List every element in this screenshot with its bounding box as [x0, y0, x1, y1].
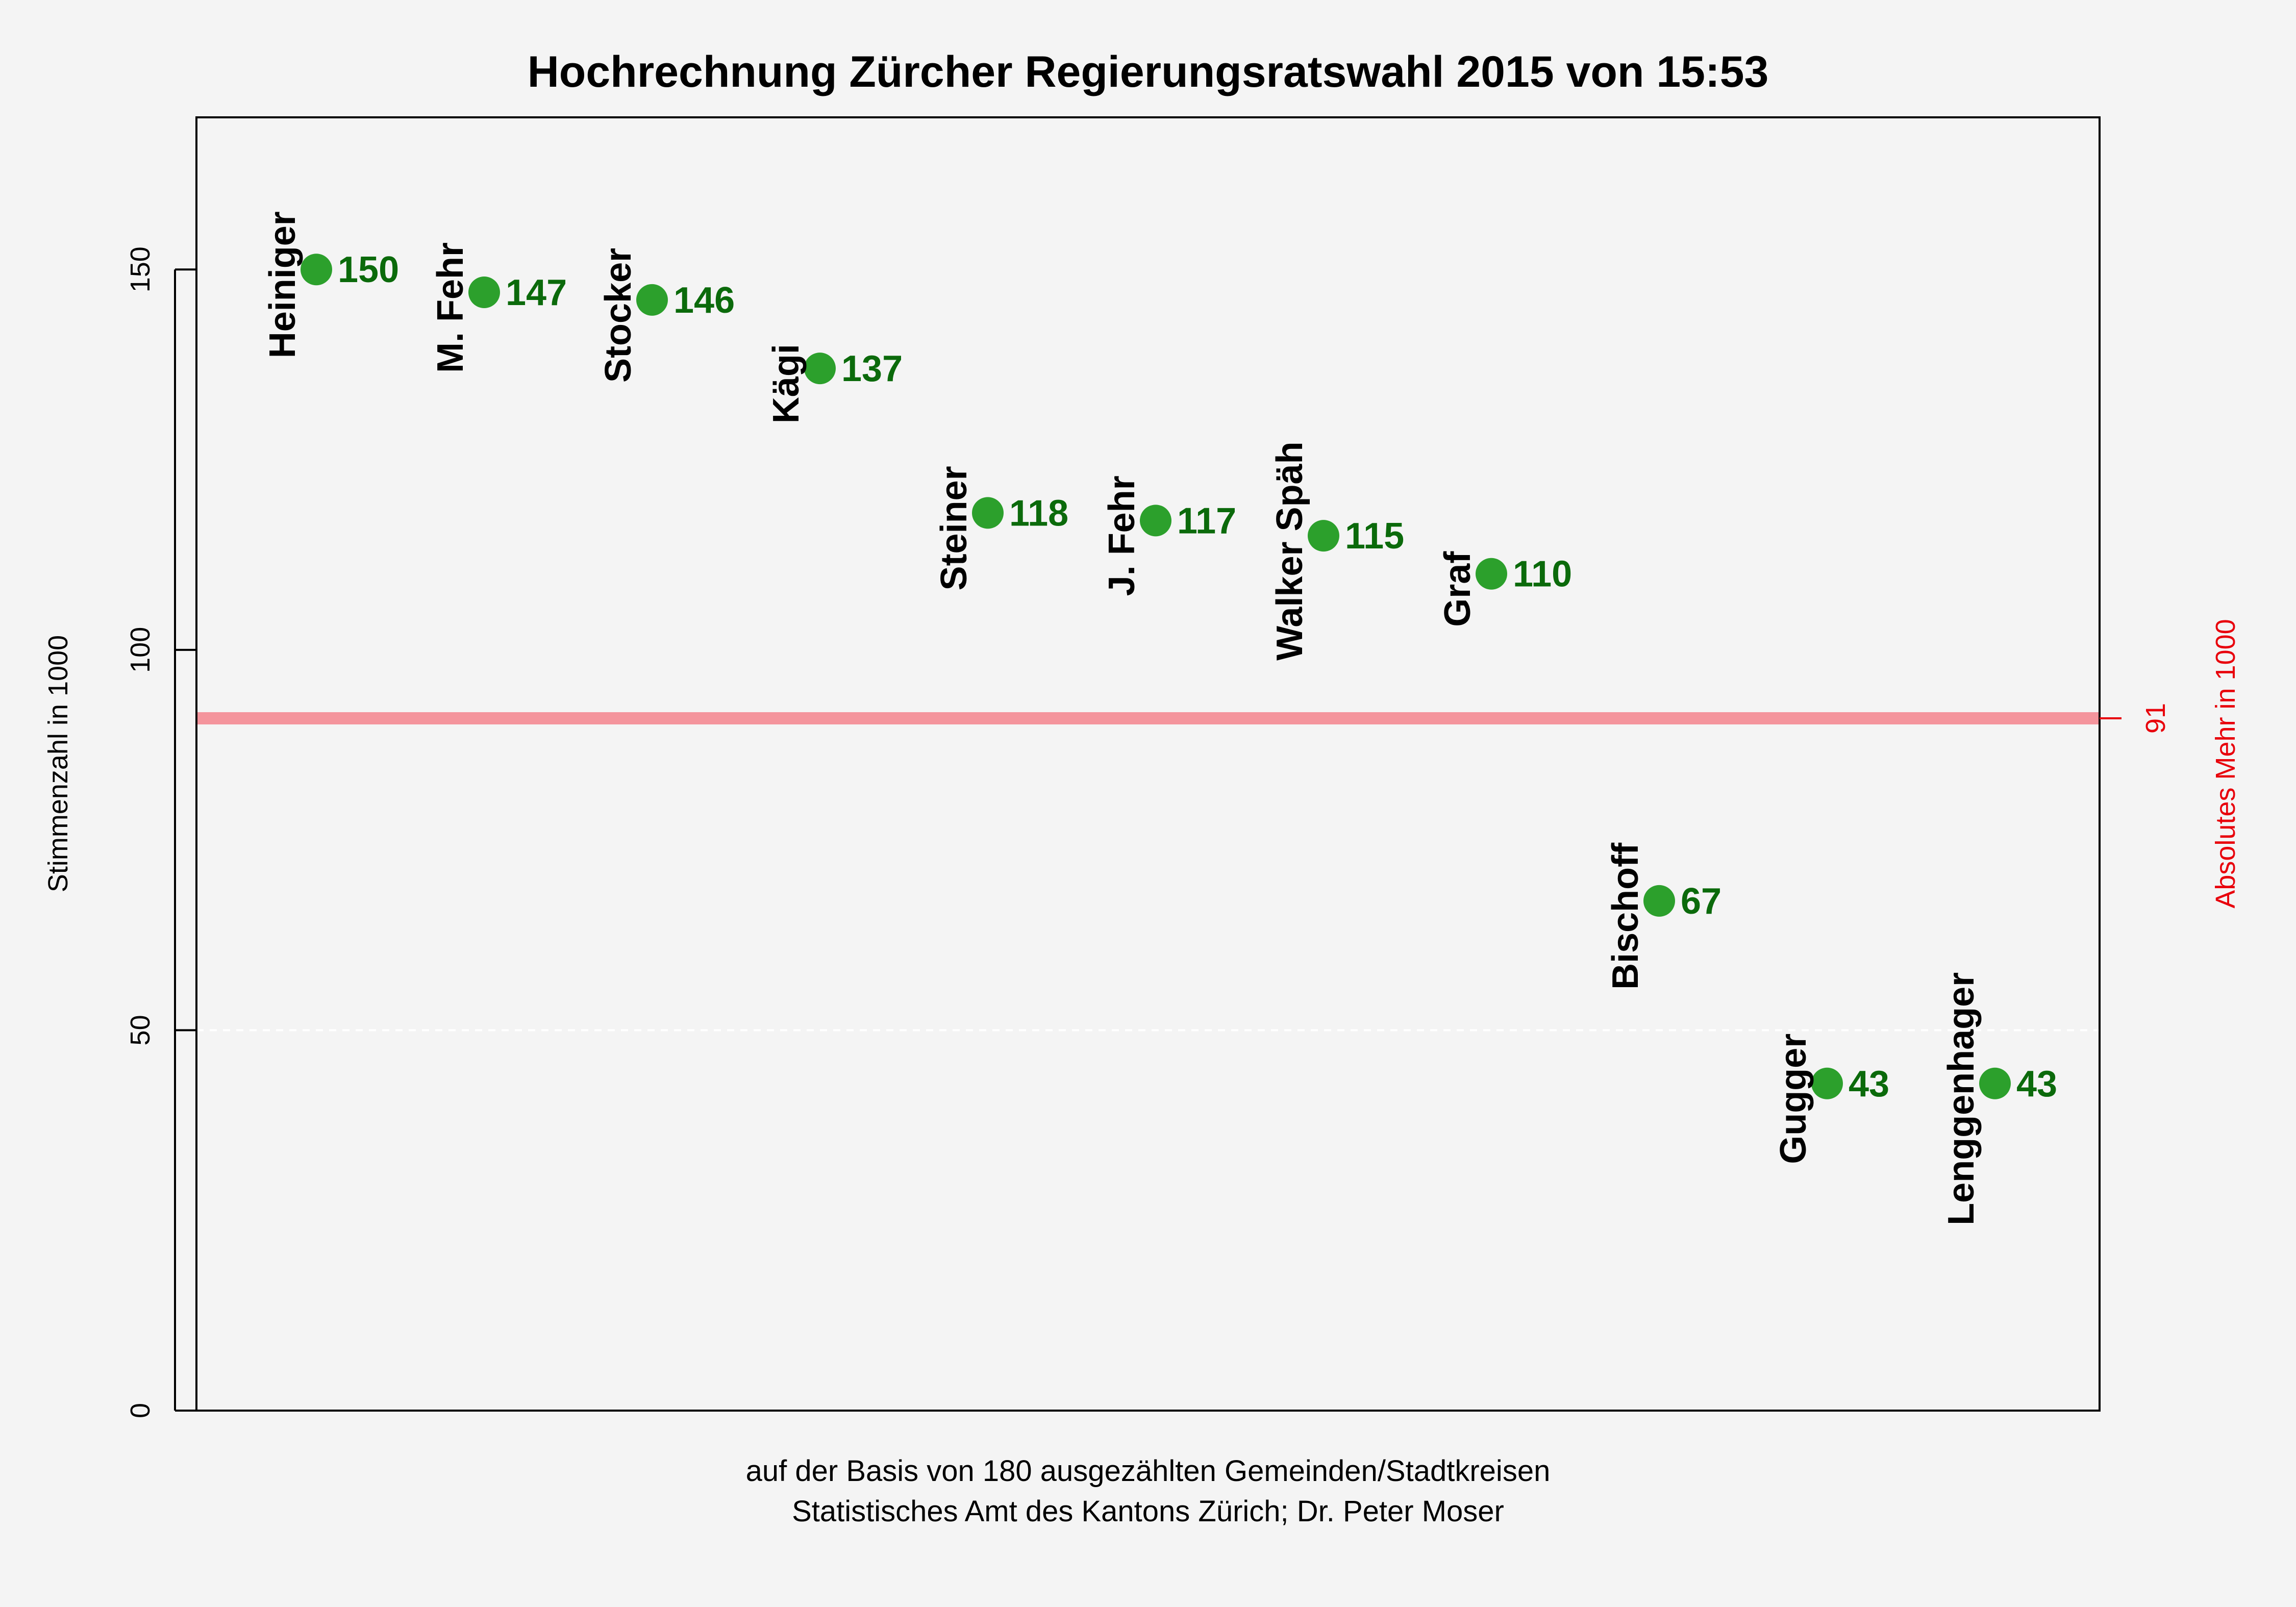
right-axis: 91 Absolutes Mehr in 1000 — [2100, 619, 2241, 909]
data-value-label: 146 — [673, 280, 735, 321]
data-point — [1308, 520, 1339, 552]
threshold-axis-label: Absolutes Mehr in 1000 — [2210, 619, 2241, 908]
y-axis-label: Stimmenzahl in 1000 — [43, 635, 73, 892]
candidate-name-label: Lenggenhager — [1941, 972, 1982, 1225]
data-point — [1811, 1067, 1843, 1099]
candidate-name-label: Walker Späh — [1269, 441, 1310, 660]
y-tick-label: 100 — [125, 627, 156, 673]
data-point — [1476, 558, 1507, 590]
data-point — [1140, 505, 1171, 537]
threshold-tick-label: 91 — [2140, 703, 2171, 734]
data-value-label: 43 — [1849, 1064, 1889, 1104]
candidate-name-label: Heiniger — [262, 211, 303, 358]
plot-frame — [195, 116, 2101, 1412]
candidate-name-label: Stocker — [598, 248, 639, 383]
points-layer: 150 Heiniger 147 M. Fehr 146 Stocker 137 Kägi 11… — [262, 211, 2057, 1225]
y-axis: 0 50 100 150 — [125, 246, 196, 1418]
candidate-name-label: Bischoff — [1605, 842, 1646, 990]
data-value-label: 43 — [2016, 1064, 2057, 1104]
data-value-label: 150 — [338, 249, 399, 290]
data-point — [1979, 1067, 2011, 1099]
data-value-label: 115 — [1345, 516, 1404, 557]
y-tick-label: 0 — [125, 1403, 156, 1418]
data-value-label: 110 — [1513, 554, 1572, 595]
candidate-name-label: Gugger — [1773, 1034, 1814, 1164]
note-source: Statistisches Amt des Kantons Zürich; Dr… — [792, 1495, 1504, 1528]
data-point — [468, 276, 500, 308]
data-value-label: 147 — [506, 272, 567, 313]
candidate-name-label: J. Fehr — [1102, 475, 1142, 596]
data-point — [804, 353, 836, 385]
candidate-name-label: Graf — [1437, 551, 1478, 627]
data-point — [636, 284, 668, 316]
data-value-label: 117 — [1177, 500, 1236, 541]
data-value-label: 67 — [1681, 881, 1721, 922]
data-value-label: 118 — [1009, 493, 1068, 534]
y-tick-label: 150 — [125, 246, 156, 292]
data-point — [1643, 885, 1675, 917]
y-tick-label: 50 — [125, 1015, 156, 1045]
data-point — [301, 254, 332, 286]
data-point — [972, 497, 1004, 529]
chart-title: Hochrechnung Zürcher Regierungsratswahl … — [528, 47, 1769, 96]
data-value-label: 137 — [841, 348, 903, 389]
candidate-name-label: M. Fehr — [430, 242, 471, 373]
note-basis: auf der Basis von 180 ausgezählten Gemei… — [746, 1454, 1551, 1488]
candidate-name-label: Kägi — [766, 344, 807, 423]
candidate-name-label: Steiner — [934, 466, 975, 590]
